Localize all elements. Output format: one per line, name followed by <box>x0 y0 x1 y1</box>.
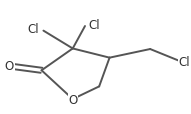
Text: Cl: Cl <box>89 19 100 32</box>
Text: O: O <box>68 93 77 106</box>
Text: O: O <box>5 60 14 73</box>
Text: Cl: Cl <box>27 23 39 36</box>
Text: Cl: Cl <box>178 56 190 69</box>
